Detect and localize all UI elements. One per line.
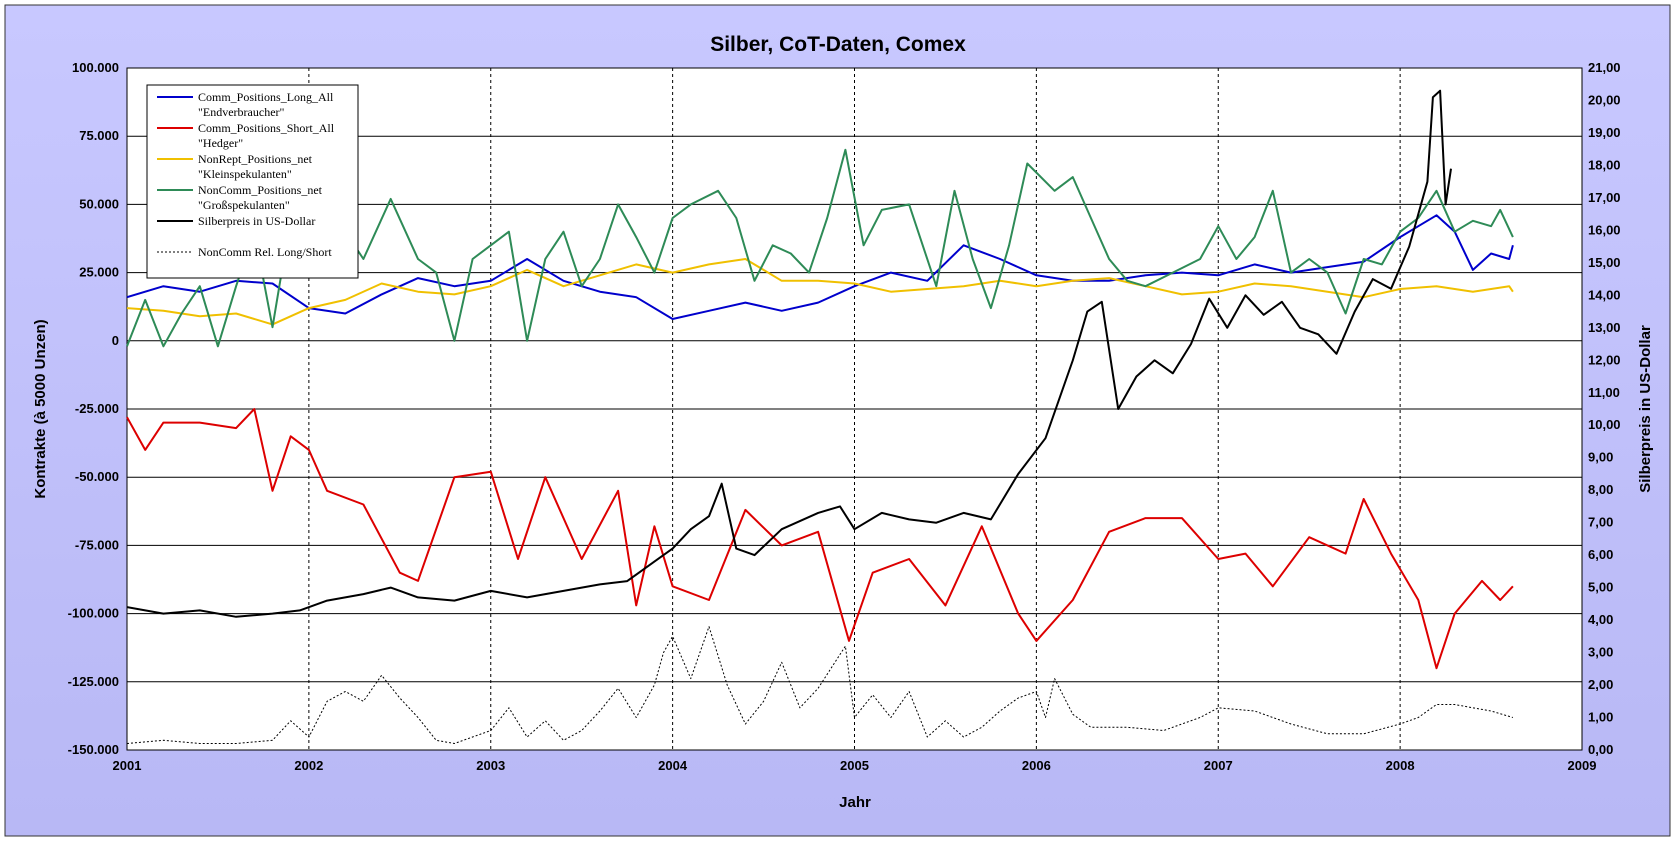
y-tick-label: 75.000 [79, 128, 119, 143]
y2-tick-label: 2,00 [1588, 677, 1613, 692]
series-line-1 [126, 408, 1514, 670]
y-tick-label: 50.000 [79, 196, 119, 211]
y2-tick-label: 13,00 [1588, 320, 1621, 335]
legend-label-4: Silberpreis in US-Dollar [198, 214, 315, 228]
y2-tick-label: 0,00 [1588, 742, 1613, 757]
legend-sublabel-3: "Großspekulanten" [198, 198, 290, 212]
legend-label-0: Comm_Positions_Long_All [198, 90, 334, 104]
y2-tick-label: 17,00 [1588, 190, 1621, 205]
x-tick-label: 2001 [113, 758, 142, 773]
y-tick-label: -150.000 [68, 742, 119, 757]
series-line-2 [126, 258, 1514, 326]
series-line-4 [126, 89, 1452, 618]
y-tick-label: -50.000 [75, 469, 119, 484]
y-tick-label: -125.000 [68, 674, 119, 689]
legend-sublabel-0: "Endverbraucher" [198, 105, 285, 119]
legend-box [146, 84, 359, 279]
y2-tick-label: 10,00 [1588, 417, 1621, 432]
y2-tick-label: 1,00 [1588, 710, 1613, 725]
x-axis-title: Jahr [839, 794, 871, 811]
y2-tick-label: 12,00 [1588, 352, 1621, 367]
x-tick-label: 2006 [1022, 758, 1051, 773]
y2-tick-label: 11,00 [1588, 385, 1620, 400]
legend-label-2: NonRept_Positions_net [198, 152, 313, 166]
legend-sublabel-1: "Hedger" [198, 136, 243, 150]
y2-tick-label: 15,00 [1588, 255, 1621, 270]
y2-tick-label: 7,00 [1588, 515, 1613, 530]
y2-tick-label: 9,00 [1588, 450, 1613, 465]
y-tick-label: -75.000 [75, 537, 119, 552]
legend-label-5: NonComm Rel. Long/Short [198, 245, 332, 259]
y-tick-label: 100.000 [72, 60, 119, 75]
y2-tick-label: 19,00 [1588, 125, 1621, 140]
x-tick-label: 2003 [476, 758, 505, 773]
series-line-0 [126, 214, 1514, 320]
x-tick-label: 2004 [658, 758, 688, 773]
y-tick-label: -100.000 [68, 606, 119, 621]
legend-label-3: NonComm_Positions_net [198, 183, 323, 197]
y2-tick-label: 4,00 [1588, 612, 1613, 627]
x-tick-label: 2007 [1204, 758, 1233, 773]
y-tick-label: -25.000 [75, 401, 119, 416]
y2-tick-label: 14,00 [1588, 287, 1621, 302]
x-tick-label: 2008 [1386, 758, 1415, 773]
chart-title: Silber, CoT-Daten, Comex [710, 33, 966, 56]
x-tick-label: 2009 [1568, 758, 1597, 773]
legend-label-1: Comm_Positions_Short_All [198, 121, 335, 135]
grid-lines [127, 68, 1582, 750]
legend: Comm_Positions_Long_All"Endverbraucher" C… [146, 84, 359, 279]
x-tick-label: 2005 [840, 758, 869, 773]
y2-tick-label: 5,00 [1588, 580, 1613, 595]
y2-tick-label: 16,00 [1588, 222, 1621, 237]
y2-tick-label: 6,00 [1588, 547, 1613, 562]
y2-tick-label: 21,00 [1588, 60, 1621, 75]
y2-tick-label: 8,00 [1588, 482, 1613, 497]
y-tick-label: 25.000 [79, 265, 119, 280]
y-tick-label: 0 [112, 333, 119, 348]
tick-labels: 100.000 75.000 50.000 25.000 0 -25.000 -50.000… [68, 60, 1621, 773]
y2-tick-label: 3,00 [1588, 645, 1613, 660]
y-axis-title: Kontrakte (à 5000 Unzen) [32, 319, 49, 498]
legend-sublabel-2: "Kleinspekulanten" [198, 167, 292, 181]
series-lines [126, 89, 1514, 744]
x-tick-label: 2002 [294, 758, 323, 773]
y2-tick-label: 18,00 [1588, 157, 1621, 172]
y2-tick-label: 20,00 [1588, 92, 1621, 107]
y2-axis-title: Silberpreis in US-Dollar [1637, 325, 1654, 493]
series-line-5 [126, 626, 1514, 744]
